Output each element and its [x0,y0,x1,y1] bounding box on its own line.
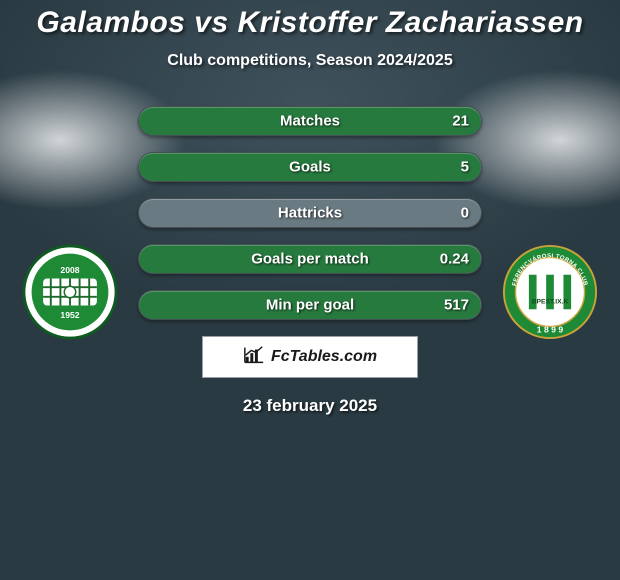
stat-label: Matches [280,113,340,130]
stat-value-right: 5 [461,159,469,176]
crest-left-bottom-text: 1952 [60,310,79,320]
stat-row: Goals 5 [138,152,482,182]
date-label: 23 february 2025 [0,396,620,416]
stat-label: Goals per match [251,251,369,268]
branding-label: FcTables.com [271,348,377,366]
stat-row: Min per goal 517 [138,290,482,320]
stat-value-right: 21 [452,113,469,130]
stat-value-right: 0.24 [440,251,469,268]
stat-value-right: 0 [461,205,469,222]
stat-label: Goals [289,159,331,176]
stat-label: Hattricks [278,205,342,222]
crest-left-top-text: 2008 [60,265,79,275]
stats-rows: Matches 21 Goals 5 Hattricks 0 Goals per match… [138,106,482,320]
stat-row: Goals per match 0.24 [138,244,482,274]
stat-value-right: 517 [444,297,469,314]
subtitle: Club competitions, Season 2024/2025 [0,52,620,70]
page-title: Galambos vs Kristoffer Zachariassen [0,0,620,40]
comparison-panel: Matches 21 Goals 5 Hattricks 0 Goals per match… [0,70,620,416]
chart-icon [243,344,265,371]
branding-badge: FcTables.com [202,336,418,378]
team-crest-right: FERENCVÁROSI TORNA CLUB BPEST.IX.K 1 8 9… [502,244,598,340]
stat-row: Hattricks 0 [138,198,482,228]
crest-right-mid-text: BPEST.IX.K [532,299,569,306]
stat-row: Matches 21 [138,106,482,136]
crest-right-year: 1 8 9 9 [537,324,564,334]
team-crest-left: 2008 1952 [22,244,118,340]
stat-label: Min per goal [266,297,354,314]
